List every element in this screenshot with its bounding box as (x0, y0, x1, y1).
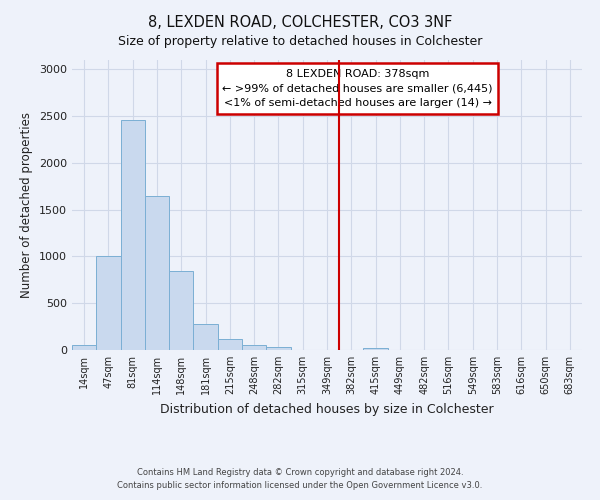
Bar (266, 346, 290, 350)
Bar (169, 272, 193, 350)
X-axis label: Distribution of detached houses by size in Colchester: Distribution of detached houses by size … (160, 402, 494, 415)
Bar (242, 346, 266, 350)
Text: Size of property relative to detached houses in Colchester: Size of property relative to detached ho… (118, 35, 482, 48)
Text: Contains HM Land Registry data © Crown copyright and database right 2024.
Contai: Contains HM Land Registry data © Crown c… (118, 468, 482, 489)
Bar (145, 196, 169, 350)
Bar (218, 339, 242, 350)
Text: 8, LEXDEN ROAD, COLCHESTER, CO3 3NF: 8, LEXDEN ROAD, COLCHESTER, CO3 3NF (148, 15, 452, 30)
Bar (96, 256, 121, 350)
Bar (121, 120, 145, 350)
Bar (193, 324, 218, 350)
Bar (364, 348, 388, 350)
Bar (72, 345, 96, 350)
Y-axis label: Number of detached properties: Number of detached properties (20, 112, 34, 298)
Text: 8 LEXDEN ROAD: 378sqm
← >99% of detached houses are smaller (6,445)
<1% of semi-: 8 LEXDEN ROAD: 378sqm ← >99% of detached… (223, 68, 493, 108)
